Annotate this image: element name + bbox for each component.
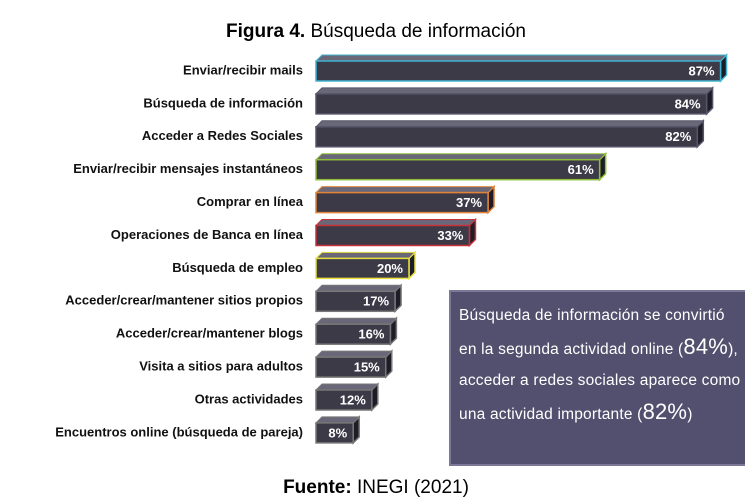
title-label: Figura 4. [226, 21, 305, 42]
bar [315, 389, 373, 411]
annotation-highlight: 84% [683, 334, 729, 359]
annotation-highlight: 82% [642, 399, 688, 424]
category-label: Acceder/crear/mantener blogs [116, 326, 303, 341]
value-label: 15% [354, 360, 380, 375]
category-label: Otras actividades [195, 391, 303, 406]
value-label: 8% [328, 425, 347, 440]
bar-top [314, 350, 393, 358]
source: Fuente: INEGI (2021) [283, 477, 469, 498]
bar [315, 422, 354, 444]
bar-top [314, 284, 403, 292]
bar-top [314, 219, 477, 226]
source-text: INEGI (2021) [357, 477, 469, 498]
bar-top [314, 317, 398, 325]
bar-top [314, 251, 417, 259]
value-label: 82% [665, 129, 691, 144]
category-label: Visita a sitios para adultos [139, 359, 303, 374]
value-label: 87% [689, 63, 715, 78]
bar [315, 323, 392, 345]
value-label: 84% [675, 96, 701, 111]
category-label: Acceder a Redes Sociales [142, 128, 303, 143]
bar [315, 224, 471, 247]
annotation-text: ), acceder a redes sociales aparece como… [459, 341, 741, 423]
bar [315, 191, 489, 214]
category-label: Enviar/recibir mensajes instantáneos [73, 161, 303, 176]
category-label: Búsqueda de información [143, 95, 303, 110]
category-label: Enviar/recibir mails [183, 62, 303, 77]
bar [315, 60, 722, 82]
value-label: 37% [456, 195, 482, 210]
source-label: Fuente: [283, 477, 352, 498]
bar [315, 290, 396, 313]
bar-top [314, 120, 705, 128]
bar [315, 257, 410, 280]
annotation-text: Búsqueda de información se convirtió en … [459, 307, 725, 358]
category-label: Comprar en línea [197, 194, 304, 209]
bar-top [314, 87, 714, 95]
annotation-text: ) [687, 406, 693, 423]
category-label: Encuentros online (búsqueda de pareja) [55, 424, 303, 439]
bar [315, 93, 708, 115]
bar [315, 158, 601, 181]
bar-top [314, 383, 380, 391]
bar [315, 126, 699, 148]
value-label: 33% [437, 228, 463, 243]
bar-top [314, 153, 607, 161]
chart-title: Figura 4. Búsqueda de información [226, 21, 526, 42]
bar-top [314, 416, 361, 424]
annotation: Búsqueda de información se convirtió en … [449, 290, 745, 466]
bar-top [314, 186, 496, 194]
category-label: Operaciones de Banca en línea [111, 227, 304, 242]
value-label: 61% [568, 162, 594, 177]
title-text: Búsqueda de información [310, 21, 525, 42]
category-label: Acceder/crear/mantener sitios propios [65, 293, 303, 308]
bar [315, 356, 387, 378]
value-label: 20% [377, 261, 403, 276]
value-label: 16% [358, 327, 384, 342]
value-label: 17% [363, 294, 389, 309]
bar-top [314, 54, 728, 62]
category-label: Búsqueda de empleo [172, 260, 303, 275]
value-label: 12% [340, 392, 366, 407]
